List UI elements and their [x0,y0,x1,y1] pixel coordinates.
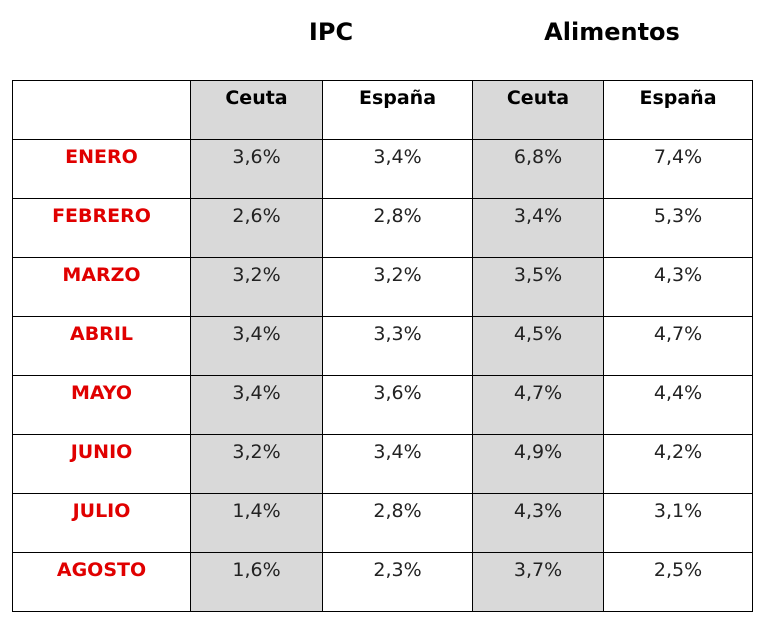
column-header: España [322,80,473,140]
table-row: FEBRERO 2,6% 2,8% 3,4% 5,3% [12,198,753,258]
value-cell: 3,6% [322,375,473,435]
value-cell: 5,3% [603,198,753,258]
value-cell: 3,4% [190,316,323,376]
value-cell: 3,5% [472,257,604,317]
value-cell: 3,4% [190,375,323,435]
table-row: Ceuta España Ceuta España [12,80,753,140]
value-cell: 4,7% [472,375,604,435]
corner-cell [12,80,191,140]
value-cell: 3,2% [190,257,323,317]
value-cell: 2,8% [322,493,473,553]
month-label: MAYO [12,375,191,435]
value-cell: 4,3% [603,257,753,317]
column-header: España [603,80,753,140]
group-header: Alimentos [544,18,680,46]
table-row: MARZO 3,2% 3,2% 3,5% 4,3% [12,257,753,317]
value-cell: 3,2% [322,257,473,317]
table-row: JUNIO 3,2% 3,4% 4,9% 4,2% [12,434,753,494]
value-cell: 3,2% [190,434,323,494]
table-row: ABRIL 3,4% 3,3% 4,5% 4,7% [12,316,753,376]
column-header: Ceuta [472,80,604,140]
group-header: IPC [308,18,354,46]
value-cell: 3,1% [603,493,753,553]
value-cell: 3,7% [472,552,604,612]
value-cell: 4,2% [603,434,753,494]
table-row: AGOSTO 1,6% 2,3% 3,7% 2,5% [12,552,753,612]
value-cell: 4,7% [603,316,753,376]
value-cell: 3,3% [322,316,473,376]
value-cell: 1,4% [190,493,323,553]
value-cell: 3,6% [190,139,323,199]
column-header: Ceuta [190,80,323,140]
value-cell: 2,6% [190,198,323,258]
value-cell: 3,4% [322,434,473,494]
month-label: JULIO [12,493,191,553]
value-cell: 2,5% [603,552,753,612]
value-cell: 3,4% [322,139,473,199]
value-cell: 4,4% [603,375,753,435]
value-cell: 4,5% [472,316,604,376]
table-row: MAYO 3,4% 3,6% 4,7% 4,4% [12,375,753,435]
value-cell: 2,3% [322,552,473,612]
month-label: JUNIO [12,434,191,494]
value-cell: 6,8% [472,139,604,199]
month-label: MARZO [12,257,191,317]
table-row: ENERO 3,6% 3,4% 6,8% 7,4% [12,139,753,199]
data-table: Ceuta España Ceuta España ENERO 3,6% 3,4% 6,8% 7… [12,80,753,612]
month-label: AGOSTO [12,552,191,612]
month-label: FEBRERO [12,198,191,258]
month-label: ABRIL [12,316,191,376]
value-cell: 2,8% [322,198,473,258]
value-cell: 3,4% [472,198,604,258]
value-cell: 4,3% [472,493,604,553]
value-cell: 4,9% [472,434,604,494]
month-label: ENERO [12,139,191,199]
value-cell: 1,6% [190,552,323,612]
value-cell: 7,4% [603,139,753,199]
table-row: JULIO 1,4% 2,8% 4,3% 3,1% [12,493,753,553]
